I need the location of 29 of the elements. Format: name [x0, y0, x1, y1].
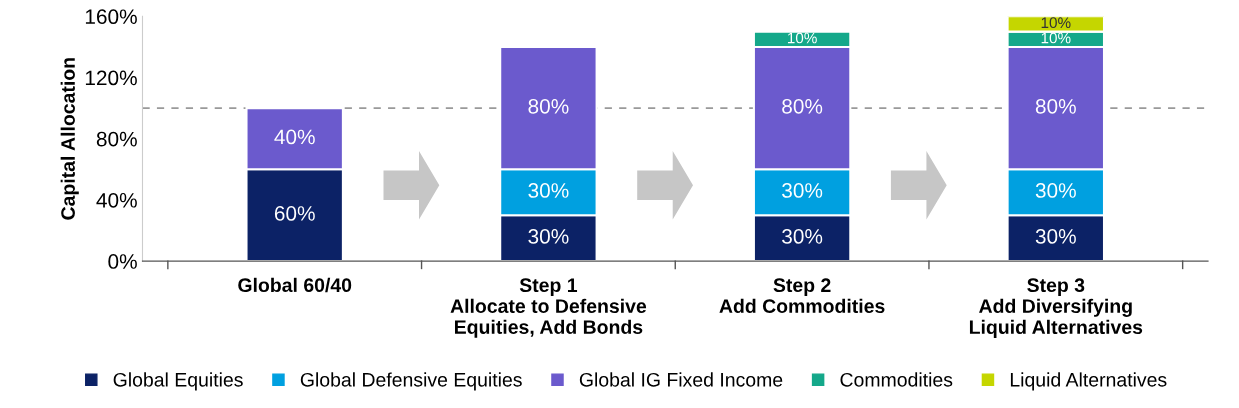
data-label: 30%	[528, 183, 569, 198]
legend-label: Liquid Alternatives	[1010, 372, 1167, 391]
data-label: 10%	[787, 32, 817, 44]
y-tick-label: 80%	[96, 131, 137, 147]
data-label: 80%	[528, 98, 569, 114]
y-tick-label: 160%	[85, 9, 137, 25]
x-tick-label: Step 3 Add Diversifying Liquid Alternatives	[969, 278, 1143, 338]
data-label: 60%	[274, 206, 315, 221]
legend-label: Global Defensive Equities	[300, 372, 522, 391]
legend-label: Global Equities	[113, 372, 243, 391]
x-tick-label: Step 1 Allocate to Defensive Equities, Add Bonds	[450, 278, 647, 338]
x-tick-label: Step 2 Add Commodities	[719, 278, 885, 314]
y-tick-label: 120%	[85, 70, 137, 86]
data-label: 80%	[1035, 98, 1076, 114]
legend-label: Commodities	[840, 372, 953, 387]
data-label: 30%	[782, 183, 823, 198]
y-tick-label: 0%	[108, 254, 137, 269]
data-label: 10%	[1041, 32, 1071, 44]
data-label: 30%	[1035, 183, 1076, 198]
legend-label: Global IG Fixed Income	[579, 372, 783, 387]
x-tick-label: Global 60/40	[238, 277, 352, 293]
y-tick-label: 40%	[96, 192, 137, 208]
data-label: 30%	[1035, 229, 1076, 244]
data-label: 30%	[782, 229, 823, 244]
data-label: 10%	[1041, 17, 1071, 29]
data-label: 30%	[528, 229, 569, 244]
data-label: 80%	[782, 98, 823, 114]
data-label: 40%	[274, 129, 315, 145]
y-axis-title: Capital Allocation	[60, 58, 79, 220]
